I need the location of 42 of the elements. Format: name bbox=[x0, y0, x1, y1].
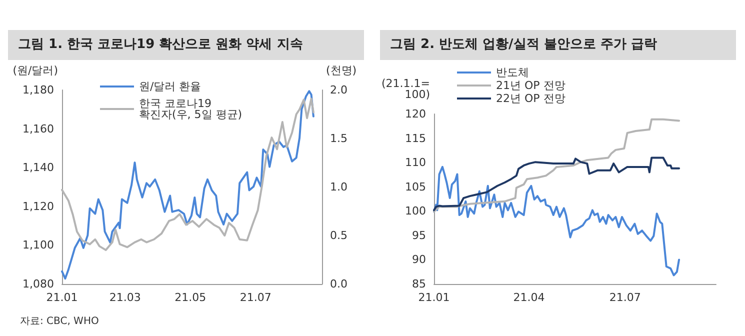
legend-label: 한국 코로나19 확진자(우, 5일 평균) bbox=[139, 97, 242, 121]
y2-tick-label: 1.5 bbox=[330, 132, 348, 145]
y-tick-label: 95 bbox=[412, 228, 426, 242]
y-axis-title: (21.1.1= 100) bbox=[382, 77, 430, 101]
y-tick-label: 1,100 bbox=[22, 238, 54, 252]
legend-label: 반도체 bbox=[496, 66, 529, 79]
y-tick-label: 105 bbox=[405, 180, 426, 194]
y-tick-label: 100 bbox=[405, 204, 426, 218]
line-series bbox=[433, 118, 680, 213]
legend-label: 21년 OP 전망 bbox=[496, 79, 566, 92]
chart-title: 그림 2. 반도체 업황/실적 불안으로 주가 급락 bbox=[380, 30, 736, 60]
line-series bbox=[433, 156, 680, 212]
y-tick-label: 85 bbox=[412, 278, 426, 290]
x-tick-label: 21.01 bbox=[46, 291, 78, 304]
x-tick-label: 21.04 bbox=[513, 291, 545, 304]
text: 자료: CBC, WHO bbox=[20, 315, 99, 328]
y-tick-label: 115 bbox=[405, 132, 426, 145]
y-tick-label: 1,160 bbox=[22, 122, 54, 136]
x-tick-label: 21.03 bbox=[109, 291, 141, 304]
y2-tick-label: 0.0 bbox=[330, 278, 348, 290]
y2-tick-label: 0.5 bbox=[330, 229, 348, 242]
x-tick-label: 21.01 bbox=[418, 291, 450, 304]
y2-tick-label: 2.0 bbox=[330, 84, 348, 96]
line-series bbox=[433, 166, 680, 276]
y-tick-label: 1,180 bbox=[22, 84, 54, 96]
y-tick-label: 110 bbox=[405, 156, 426, 170]
y2-axis-title: (천명) bbox=[326, 64, 357, 77]
y-tick-label: 120 bbox=[405, 108, 426, 120]
y-tick-label: 1,080 bbox=[22, 278, 54, 290]
chart-title: 그림 1. 한국 코로나19 확산으로 원화 약세 지속 bbox=[8, 30, 364, 60]
y-tick-label: 90 bbox=[412, 253, 426, 266]
x-tick-label: 21.05 bbox=[174, 291, 206, 304]
x-tick-label: 21.07 bbox=[240, 291, 272, 304]
y-axis-title: (원/달러) bbox=[12, 64, 58, 77]
legend-label: 22년 OP 전망 bbox=[496, 92, 566, 105]
line-series bbox=[61, 90, 314, 280]
y-tick-label: 1,140 bbox=[22, 161, 54, 174]
y-tick-label: 1,120 bbox=[22, 200, 54, 213]
line-series bbox=[61, 98, 314, 252]
legend-label: 원/달러 환율 bbox=[139, 80, 202, 93]
x-tick-label: 21.07 bbox=[609, 291, 641, 304]
y2-tick-label: 1.0 bbox=[330, 180, 348, 194]
